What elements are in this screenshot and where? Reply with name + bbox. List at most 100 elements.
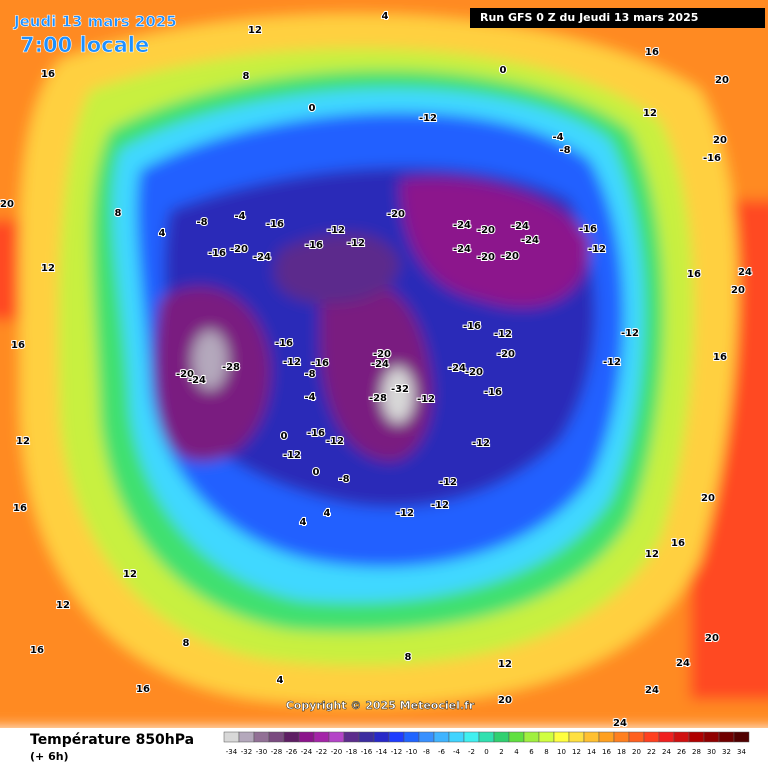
contour-label: -20: [501, 251, 519, 262]
contour-label: 20: [701, 493, 715, 504]
scale-swatch: [253, 731, 270, 743]
contour-label: -16: [275, 338, 293, 349]
scale-label: 14: [587, 748, 596, 756]
scale-swatch: [718, 731, 735, 743]
contour-label: -16: [266, 219, 284, 230]
scale-label: 6: [529, 748, 534, 756]
legend-title: Température 850hPa: [30, 732, 194, 748]
contour-label: 16: [41, 69, 55, 80]
scale-label: 18: [617, 748, 626, 756]
scale-swatch: [283, 731, 300, 743]
scale-swatch: [268, 731, 285, 743]
contour-label: -12: [417, 394, 435, 405]
contour-label: -8: [559, 145, 570, 156]
contour-label: 20: [713, 135, 727, 146]
contour-label: 8: [405, 652, 412, 663]
scale-label: 24: [662, 748, 671, 756]
scale-swatch: [463, 731, 480, 743]
contour-label: -12: [621, 328, 639, 339]
contour-label: 16: [13, 503, 27, 514]
contour-label: -4: [234, 211, 245, 222]
scale-label: -6: [438, 748, 446, 756]
scale-label: -10: [406, 748, 417, 756]
contour-label: 24: [738, 267, 752, 278]
contour-label: -16: [463, 321, 481, 332]
scale-label: 0: [484, 748, 488, 756]
contour-label: 12: [498, 659, 512, 670]
scale-swatch: [583, 731, 600, 743]
contour-label: -12: [327, 225, 345, 236]
contour-label: -8: [196, 217, 207, 228]
scale-swatch: [643, 731, 660, 743]
scale-swatch: [508, 731, 525, 743]
contour-label: 20: [498, 695, 512, 706]
scale-label: -8: [423, 748, 430, 756]
contour-label: -12: [283, 450, 301, 461]
contour-label: -8: [338, 474, 349, 485]
contour-label: -12: [283, 357, 301, 368]
contour-label: 12: [645, 549, 659, 560]
scale-label: -12: [391, 748, 402, 756]
contour-label: -24: [453, 244, 471, 255]
scale-label: 4: [514, 748, 519, 756]
contour-label: 12: [643, 108, 657, 119]
scale-swatch: [343, 731, 360, 743]
contour-label: -16: [703, 153, 721, 164]
contour-label: -20: [176, 369, 194, 380]
contour-label: -24: [448, 363, 466, 374]
contour-label: 20: [705, 633, 719, 644]
contour-label: -12: [431, 500, 449, 511]
scale-swatch: [313, 731, 330, 743]
contour-label: -32: [391, 384, 409, 395]
contour-label: 8: [115, 208, 122, 219]
scale-swatch: [538, 731, 555, 743]
contour-label: 0: [309, 103, 316, 114]
scale-swatch: [298, 731, 315, 743]
scale-label: -34: [226, 748, 238, 756]
contour-label: -12: [472, 438, 490, 449]
contour-label: -16: [484, 387, 502, 398]
scale-swatch: [568, 731, 585, 743]
contour-label: -20: [230, 244, 248, 255]
scale-label: 30: [707, 748, 716, 756]
contour-label: -20: [373, 349, 391, 360]
contour-label: 20: [0, 199, 14, 210]
contour-label: -12: [419, 113, 437, 124]
contour-label: 24: [645, 685, 659, 696]
contour-label: 16: [11, 340, 25, 351]
scale-label: 22: [647, 748, 656, 756]
scale-label: -26: [286, 748, 298, 756]
scale-label: -22: [316, 748, 327, 756]
scale-swatch: [733, 731, 750, 743]
contour-label: -12: [494, 329, 512, 340]
scale-swatch: [223, 731, 240, 743]
contour-label: 8: [243, 71, 250, 82]
contour-label: 16: [30, 645, 44, 656]
contour-label: 4: [277, 675, 284, 686]
contour-label: -24: [188, 375, 206, 386]
scale-swatch: [688, 731, 705, 743]
contour-label: -24: [371, 359, 389, 370]
scale-label: 2: [499, 748, 503, 756]
run-box: [470, 8, 765, 28]
contour-label: 4: [324, 508, 331, 519]
contour-label: 20: [715, 75, 729, 86]
contour-label: -16: [579, 224, 597, 235]
contour-label: -12: [347, 238, 365, 249]
copyright: Copyright © 2025 Meteociel.fr: [286, 699, 475, 712]
run: Run GFS 0 Z du Jeudi 13 mars 2025: [480, 11, 698, 24]
time: 7:00 locale: [20, 33, 149, 57]
contour-label: -20: [497, 349, 515, 360]
scale-swatch: [658, 731, 675, 743]
contour-label: -4: [552, 132, 563, 143]
legend-step: (+ 6h): [30, 750, 69, 763]
contour-label: -16: [311, 358, 329, 369]
contour-label: 16: [136, 684, 150, 695]
scale-swatch: [448, 731, 465, 743]
contour-label: -8: [304, 369, 315, 380]
contour-label: 0: [281, 431, 288, 442]
scale-label: -30: [256, 748, 267, 756]
scale-label: 34: [737, 748, 746, 756]
